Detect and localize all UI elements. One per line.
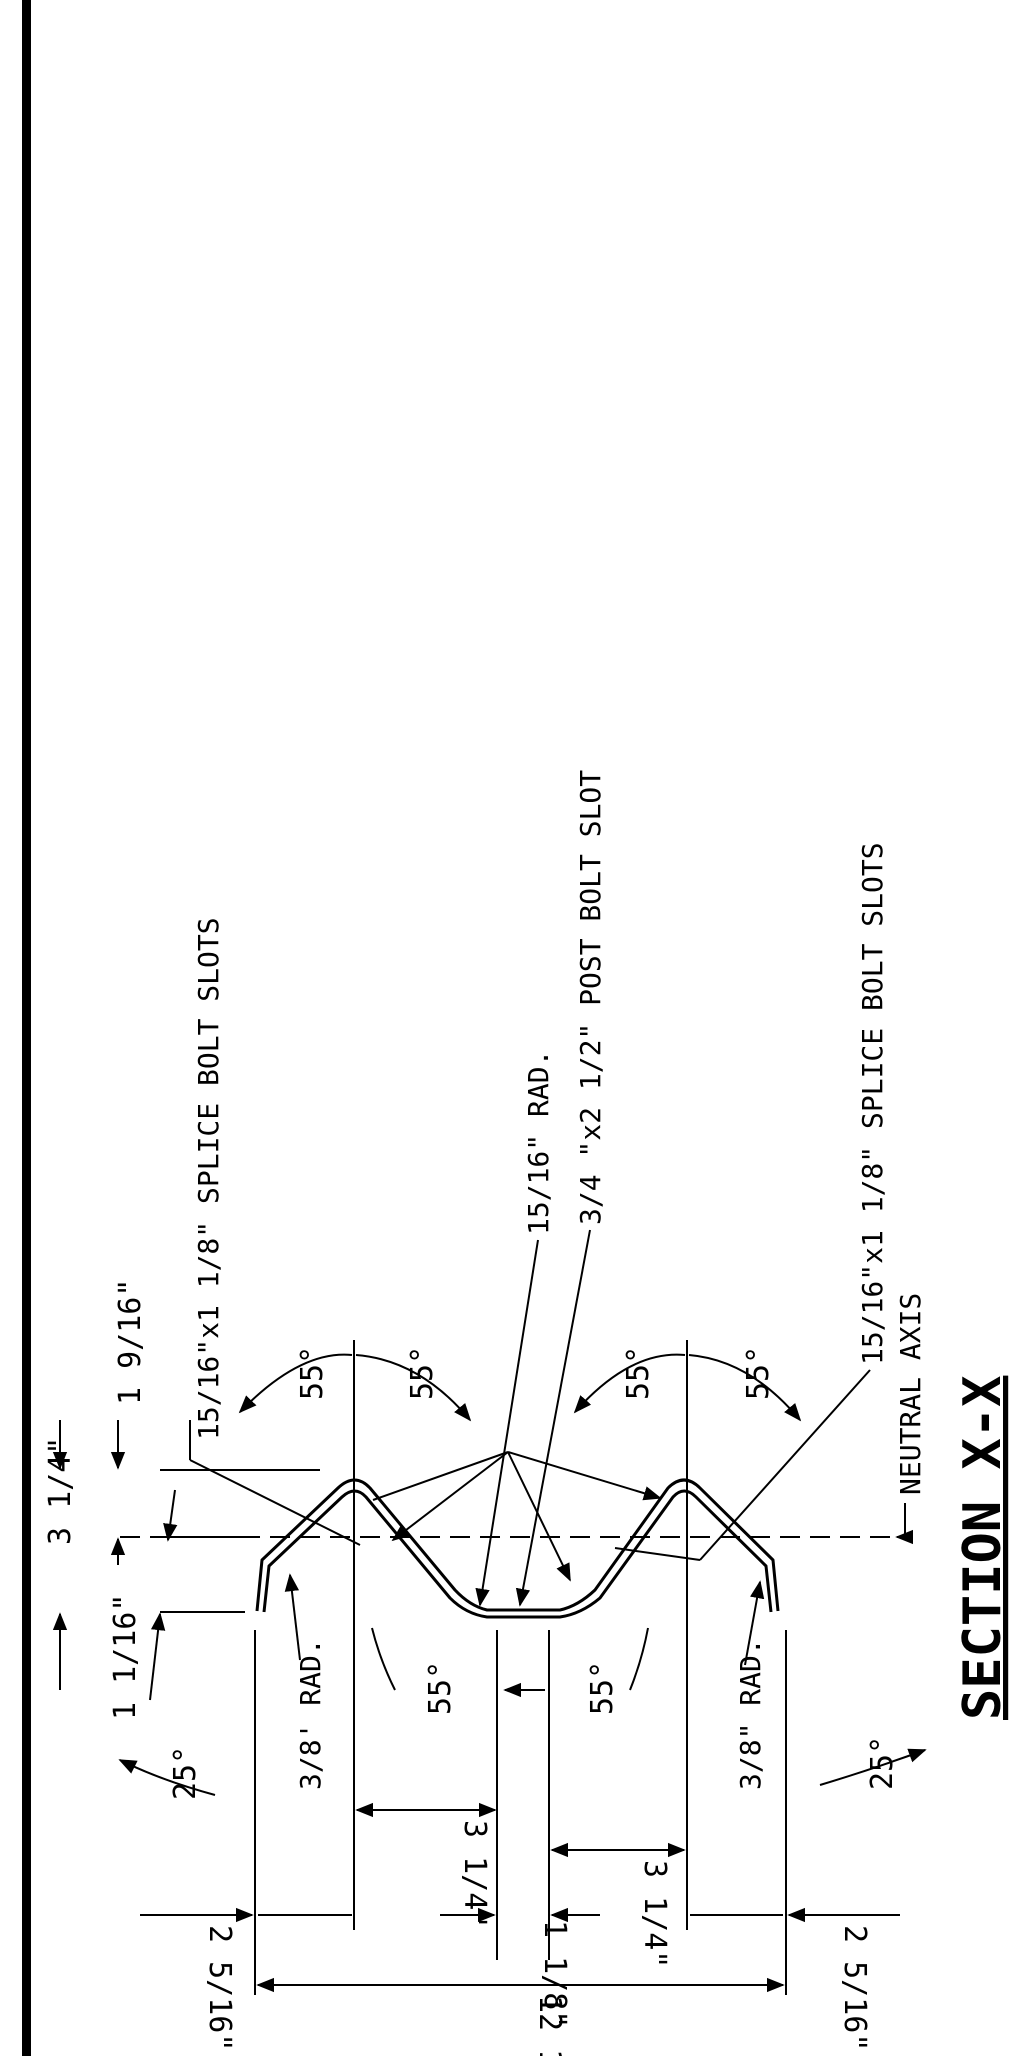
angle-valley-left: 55° (423, 1661, 458, 1715)
right-flange-radius-label: 3/8" RAD. (734, 1638, 767, 1790)
left-flange-radius-label: 3/8' RAD. (294, 1638, 327, 1790)
center-radius-label: 15/16" RAD. (522, 1050, 555, 1235)
section-title: SECTION X-X (953, 1376, 1013, 1720)
angle-flange-right: 25° (865, 1736, 900, 1790)
neutral-axis-label: NEUTRAL AXIS (894, 1293, 927, 1495)
angle-top-left-a: 55° (295, 1346, 330, 1400)
w-beam-profile (255, 1478, 780, 1619)
splice-slots-left-label: 15/16"x1 1/8" SPLICE BOLT SLOTS (192, 917, 225, 1440)
rotated-labels: 15/16"x1 1/8" SPLICE BOLT SLOTS 15/16" R… (43, 770, 1013, 2056)
angle-valley-right: 55° (585, 1661, 620, 1715)
angle-top-right-b: 55° (741, 1346, 776, 1400)
angle-top-right-a: 55° (621, 1346, 656, 1400)
dim-12-1-4: 12 1/4" (532, 1995, 567, 2056)
dim-1-1-16: 1 1/16" (108, 1594, 143, 1720)
post-bolt-slot-label: 3/4 "x2 1/2" POST BOLT SLOT (574, 770, 607, 1225)
angle-top-left-b: 55° (405, 1346, 440, 1400)
leader-lines (189, 1229, 871, 1698)
dim-3-1-4-a: 3 1/4" (457, 1820, 492, 1928)
bottom-horizontal-dims (140, 1802, 900, 1993)
splice-slots-right-label: 15/16"x1 1/8" SPLICE BOLT SLOTS (856, 842, 889, 1365)
dim-2-5-16-left: 2 5/16" (202, 1925, 237, 2051)
dim-3-1-4-b: 3 1/4" (637, 1860, 672, 1968)
angle-flange-left: 25° (168, 1746, 203, 1800)
sheet-border (22, 0, 31, 2056)
dim-1-1-8: 1 1/8" (537, 1920, 572, 2028)
left-vertical-dims (52, 1420, 178, 1701)
dim-3-1-4-vertical: 3 1/4" (43, 1437, 78, 1545)
dim-2-5-16-right: 2 5/16" (837, 1925, 872, 2051)
angle-arcs (118, 1353, 927, 1796)
dim-1-9-16: 1 9/16" (113, 1279, 148, 1405)
